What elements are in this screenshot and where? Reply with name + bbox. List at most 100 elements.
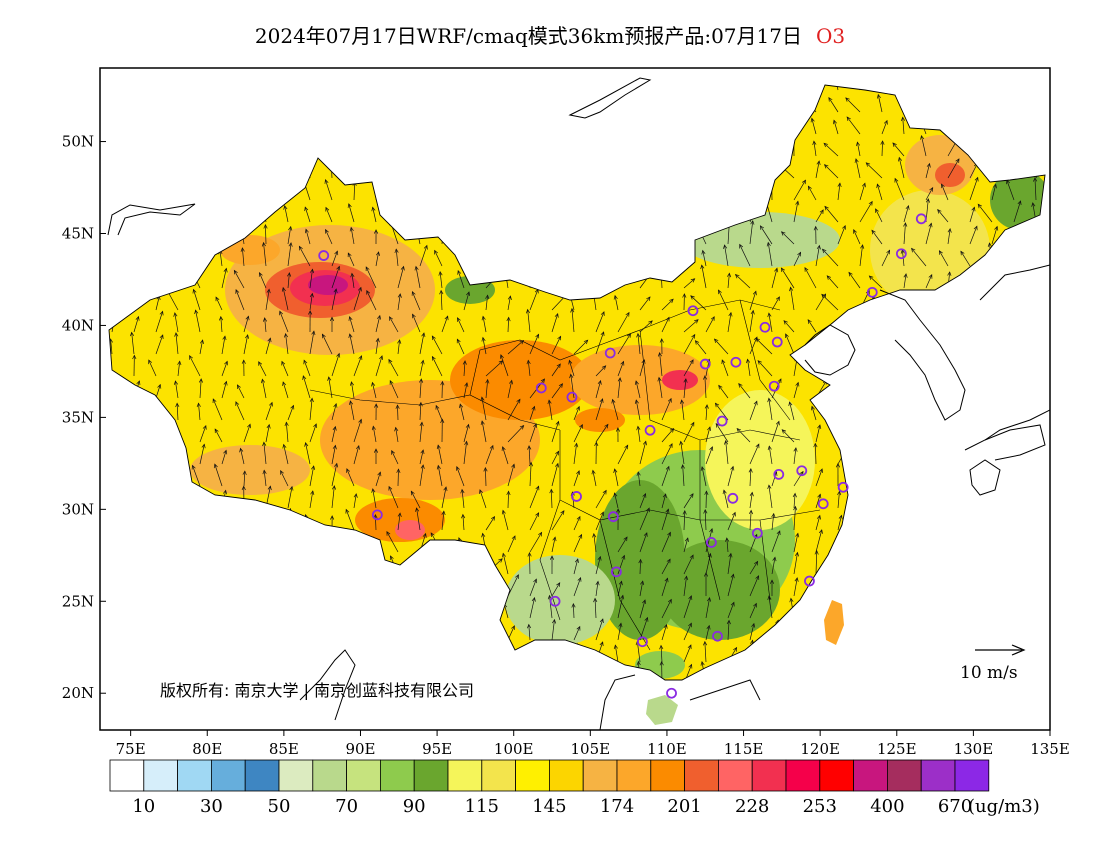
wind-arrow	[199, 425, 207, 443]
wind-arrow-head	[750, 639, 755, 645]
lon-tick-label: 130E	[954, 740, 994, 758]
wind-arrow-head	[802, 179, 806, 185]
wind-arrow	[715, 403, 729, 421]
wind-arrow	[771, 378, 782, 399]
wind-arrow	[617, 555, 625, 575]
neighbor-coastlines	[107, 77, 1050, 730]
wind-arrow-head	[440, 380, 445, 386]
wind-arrow-head	[604, 423, 609, 429]
wind-arrow-head	[613, 492, 618, 498]
wind-arrow	[877, 94, 883, 113]
wind-arrow-head	[620, 360, 625, 366]
wind-arrow	[701, 265, 707, 289]
wind-arrow	[903, 222, 906, 245]
wind-arrow-head	[690, 421, 695, 427]
wind-arrow	[727, 553, 732, 575]
wind-arrow	[243, 424, 251, 443]
wind-arrow	[661, 532, 671, 553]
wind-arrow-head	[813, 442, 818, 448]
wind-arrow-head	[659, 644, 664, 650]
wind-arrow-head	[868, 200, 873, 206]
wind-arrow-head	[201, 443, 206, 449]
wind-arrow-head	[357, 286, 362, 292]
wind-arrow	[397, 339, 400, 355]
wind-arrow	[846, 116, 861, 135]
wind-arrow-head	[868, 275, 874, 280]
wind-arrow-head	[690, 295, 695, 300]
wind-arrow	[214, 464, 223, 487]
wind-arrow-head	[684, 537, 689, 543]
wind-arrow	[133, 316, 139, 333]
wind-arrow	[683, 537, 689, 553]
map-axes: 75E 80E 85E 90E 95E 100E 105E 110E 115E 120E 125E 1…	[62, 133, 1070, 758]
lon-tick-label: 125E	[877, 740, 917, 758]
wind-arrow-head	[375, 251, 380, 256]
wind-arrow	[502, 510, 509, 531]
wind-arrow	[131, 332, 135, 355]
wind-arrow	[353, 445, 360, 465]
wind-arrow	[771, 471, 777, 487]
wind-arrow	[595, 581, 599, 597]
lon-tick-label: 135E	[1030, 740, 1070, 758]
wind-arrow	[749, 575, 759, 597]
wind-arrow	[529, 462, 532, 487]
wind-arrow	[793, 382, 799, 399]
wind-arrow	[767, 242, 773, 267]
wind-arrow	[783, 320, 795, 333]
wind-arrow	[375, 355, 383, 377]
wind-arrow-head	[955, 158, 960, 163]
wind-arrow-head	[373, 448, 379, 453]
wind-arrow-head	[173, 380, 178, 386]
station-marker	[895, 248, 907, 260]
wind-arrow-head	[731, 511, 736, 517]
wind-arrow-head	[557, 335, 562, 341]
wind-arrow-head	[576, 625, 581, 631]
wind-arrow	[214, 428, 223, 443]
wind-arrow	[727, 574, 734, 597]
wind-arrow	[287, 272, 290, 289]
wind-arrow-head	[772, 556, 777, 562]
wind-arrow	[353, 287, 362, 311]
wind-arrow-head	[994, 225, 999, 231]
wind-arrow	[614, 493, 619, 509]
wind-arrow	[529, 552, 531, 575]
wind-arrow-head	[466, 291, 471, 297]
wind-arrow	[573, 558, 579, 575]
wind-arrow	[661, 428, 674, 443]
wind-arrow-head	[700, 660, 705, 666]
wind-arrow-head	[721, 359, 726, 365]
wind-arrow	[573, 406, 580, 421]
wind-arrow	[372, 488, 377, 509]
wind-arrow	[1034, 177, 1037, 201]
wind-arrow	[821, 294, 839, 311]
wind-arrow-head	[485, 294, 490, 300]
wind-arrow	[865, 162, 883, 179]
wind-arrow	[749, 401, 758, 421]
wind-arrow	[215, 297, 223, 311]
wind-arrow-head	[547, 399, 552, 405]
wind-arrow	[174, 312, 179, 333]
wind-arrow	[331, 353, 340, 377]
wind-arrow-head	[837, 182, 842, 188]
wind-arrow-head	[600, 511, 604, 517]
wind-arrow	[265, 338, 271, 355]
wind-arrow	[969, 163, 978, 179]
wind-arrow-head	[348, 333, 353, 339]
wind-arrow-head	[267, 337, 272, 343]
wind-arrow-head	[876, 183, 881, 189]
wind-arrow	[855, 158, 861, 179]
wind-arrow-head	[480, 396, 485, 402]
wind-arrow	[221, 381, 227, 399]
wind-arrow-head	[456, 466, 460, 471]
wind-arrow	[595, 490, 607, 509]
wind-arrow-head	[641, 359, 646, 364]
station-marker	[566, 391, 578, 403]
wind-arrow	[242, 247, 245, 267]
wind-arrow	[869, 275, 883, 289]
wind-arrow-head	[266, 288, 271, 294]
station-marker	[607, 511, 619, 523]
wind-arrow	[837, 515, 842, 531]
wind-arrow	[614, 295, 619, 311]
wind-arrow-head	[574, 558, 579, 564]
wind-arrow	[845, 97, 861, 113]
